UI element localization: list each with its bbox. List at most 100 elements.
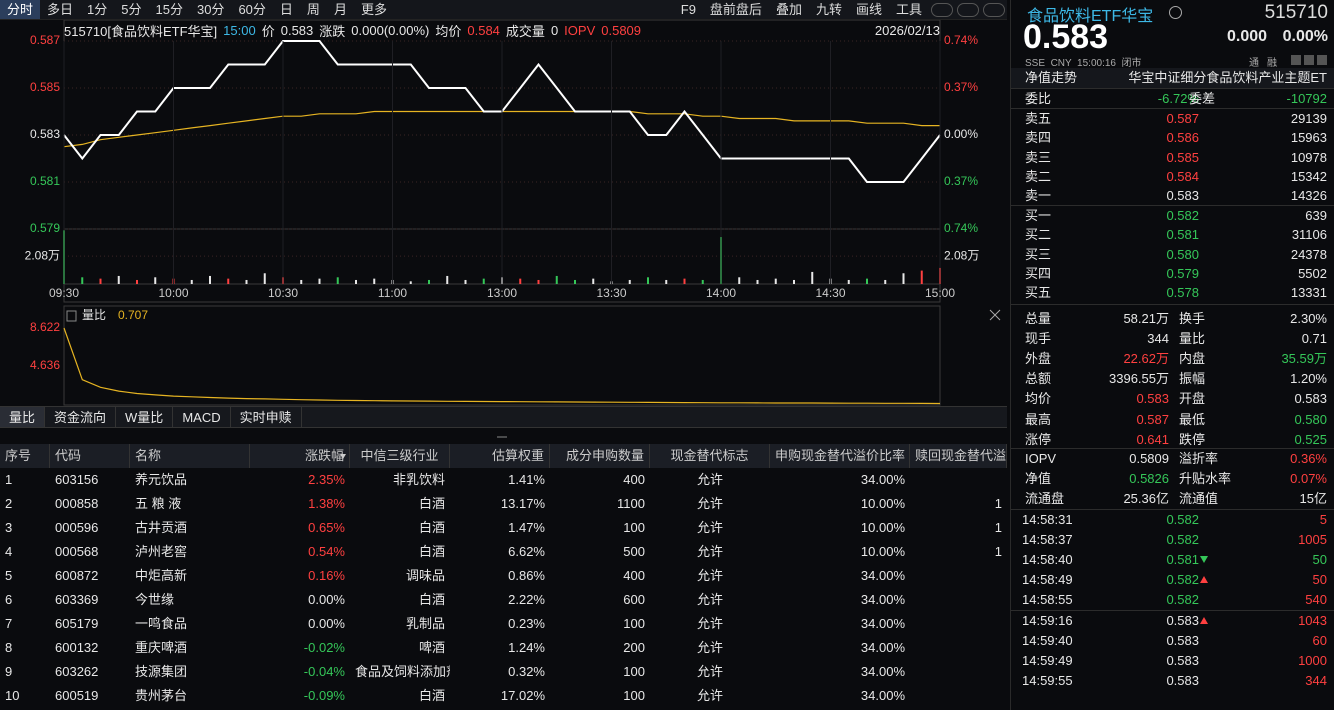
header-cell[interactable]: 代码 bbox=[50, 444, 130, 468]
table-cell: 5 bbox=[5, 568, 13, 583]
stat-row-cell: 升贴水率 bbox=[1179, 470, 1232, 486]
period-tab[interactable]: 月 bbox=[333, 2, 347, 17]
table-cell: 允许 bbox=[696, 520, 723, 535]
table-cell: 贵州茅台 bbox=[135, 688, 188, 703]
table-cell: 7 bbox=[5, 616, 13, 631]
table-row[interactable]: 3 000596 古井贡酒 0.65% 白酒 1.47% 100 允许 10.00% 1 bbox=[0, 516, 1007, 540]
tool-tab[interactable]: 画线 bbox=[855, 2, 882, 17]
header-cell[interactable]: 现金替代标志 bbox=[650, 444, 770, 468]
y2-tick-label: 0.74% bbox=[944, 221, 978, 235]
info-change: 0.000(0.00%) bbox=[351, 22, 430, 38]
period-tab[interactable]: 更多 bbox=[360, 2, 387, 17]
table-row[interactable]: 1 603156 养元饮品 2.35% 非乳饮料 1.41% 400 允许 34.00% bbox=[0, 468, 1007, 492]
period-tab[interactable]: 分时 bbox=[0, 0, 41, 19]
table-row[interactable]: 2 000858 五 粮 液 1.38% 白酒 13.17% 1100 允许 10.00% 1 bbox=[0, 492, 1007, 516]
info-icon[interactable] bbox=[1169, 6, 1182, 19]
tool-tab[interactable]: 九转 bbox=[815, 2, 842, 17]
table-cell: 2.35% bbox=[308, 472, 345, 487]
header-cell[interactable]: 估算权重 bbox=[450, 444, 550, 468]
tool-icon[interactable] bbox=[1304, 55, 1314, 65]
table-row[interactable]: 10 600519 贵州茅台 -0.09% 白酒 17.02% 100 允许 34.00% bbox=[0, 684, 1007, 708]
table-cell: 0.32% bbox=[508, 664, 545, 679]
separator bbox=[1011, 448, 1334, 449]
tool-tab[interactable]: 盘前盘后 bbox=[709, 2, 762, 17]
table-cell: -0.09% bbox=[303, 688, 345, 703]
period-tab[interactable]: 5分 bbox=[121, 2, 142, 17]
table-row[interactable]: 9 603262 技源集团 -0.04% 食品及饲料添加剂 0.32% 100 允许 34.00… bbox=[0, 660, 1007, 684]
stat-row: 外盘 22.62万 内盘 35.59万 bbox=[1011, 349, 1334, 369]
table-cell: 603156 bbox=[55, 472, 99, 487]
volume-bar bbox=[409, 281, 412, 284]
volume-bar bbox=[683, 278, 686, 284]
header-cell[interactable]: 赎回现金替代溢 bbox=[910, 444, 1007, 468]
tick-row-cell: 0.583 bbox=[1166, 653, 1199, 668]
table-row[interactable]: 8 600132 重庆啤酒 -0.02% 啤酒 1.24% 200 允许 34.00% bbox=[0, 636, 1007, 660]
indicator-tab[interactable]: 量比 bbox=[0, 407, 46, 427]
tick-row-cell: 344 bbox=[1305, 673, 1327, 688]
period-tab[interactable]: 30分 bbox=[196, 2, 225, 17]
tool-tab[interactable]: 叠加 bbox=[775, 2, 802, 17]
volume-bar bbox=[884, 279, 887, 284]
tool-icon[interactable] bbox=[1317, 55, 1327, 65]
table-cell: 34.00% bbox=[860, 664, 905, 679]
period-tab[interactable]: 多日 bbox=[47, 2, 74, 17]
tick-row-cell: 60 bbox=[1312, 633, 1327, 648]
indicator-tab[interactable]: MACD bbox=[173, 407, 231, 427]
period-tab[interactable]: 1分 bbox=[87, 2, 108, 17]
tag: 融 bbox=[1267, 58, 1277, 69]
sort-icon bbox=[340, 454, 346, 459]
header-cell[interactable]: 申购现金替代溢价比率 bbox=[770, 444, 910, 468]
table-cell: 0.23% bbox=[508, 616, 545, 631]
period-tab[interactable]: 15分 bbox=[155, 2, 183, 17]
table-cell: -0.04% bbox=[303, 664, 345, 679]
x-tick-label: 11:00 bbox=[378, 286, 407, 300]
ratio-row-cell: -6.72% bbox=[1157, 91, 1199, 106]
table-cell: 白酒 bbox=[418, 496, 445, 511]
help-icon bbox=[66, 310, 77, 322]
period-tab[interactable]: 周 bbox=[306, 2, 320, 17]
header-cell[interactable]: 中信三级行业 bbox=[350, 444, 450, 468]
nav-row-cell: 华宝中证细分食品饮料产业主题ET bbox=[1128, 70, 1327, 85]
nav-row-cell: 净值走势 bbox=[1025, 70, 1078, 85]
table-cell: 10.00% bbox=[860, 520, 905, 535]
header-cell[interactable]: 涨跌幅 bbox=[250, 444, 350, 468]
tool-tab[interactable]: F9 bbox=[680, 2, 696, 17]
stat-row: 总额 3396.55万 振幅 1.20% bbox=[1011, 369, 1334, 389]
table-cell: 今世缘 bbox=[135, 592, 175, 607]
y-tick-label-right: 2.08万 bbox=[944, 248, 979, 262]
indicator-tab[interactable]: W量比 bbox=[116, 407, 174, 427]
volume-bar bbox=[373, 278, 376, 284]
stat-row: IOPV 0.5809 溢折率 0.36% bbox=[1011, 449, 1334, 469]
collapse-icon[interactable] bbox=[497, 433, 507, 438]
order-level-cell: 0.579 bbox=[1166, 265, 1199, 281]
next-icon[interactable] bbox=[983, 3, 1005, 17]
table-row[interactable]: 7 605179 一鸣食品 0.00% 乳制品 0.23% 100 允许 34.00% bbox=[0, 612, 1007, 636]
order-level-cell: 卖二 bbox=[1025, 168, 1052, 184]
table-cell: 2 bbox=[5, 496, 13, 511]
indicator-tab[interactable]: 资金流向 bbox=[45, 407, 117, 427]
table-cell: 非乳饮料 bbox=[392, 472, 445, 487]
stat-row-cell: 总量 bbox=[1025, 311, 1052, 326]
indicator-tab[interactable]: 实时申赎 bbox=[231, 407, 302, 427]
table-cell: 600519 bbox=[55, 688, 99, 703]
table-cell: 白酒 bbox=[418, 520, 445, 535]
header-cell[interactable]: 序号 bbox=[0, 444, 50, 468]
period-tabs: 分时 多日 1分 5分 15分 30分 60分日周月更多 bbox=[0, 0, 394, 19]
tool-tab[interactable]: 工具 bbox=[895, 2, 922, 17]
tick-row-cell: 14:58:37 bbox=[1022, 532, 1073, 547]
period-tab[interactable]: 60分 bbox=[238, 2, 266, 17]
y-tick-label: 2.08万 bbox=[25, 248, 60, 262]
tool-icon[interactable] bbox=[1291, 55, 1301, 65]
nav-row: 净值走势 华宝中证细分食品饮料产业主题ET bbox=[1011, 68, 1334, 88]
period-tab[interactable]: 日 bbox=[279, 2, 293, 17]
table-cell: 0.86% bbox=[508, 568, 545, 583]
table-row[interactable]: 6 603369 今世缘 0.00% 白酒 2.22% 600 允许 34.00% bbox=[0, 588, 1007, 612]
gear-icon[interactable] bbox=[931, 3, 953, 17]
arrow-up bbox=[1200, 576, 1208, 583]
order-level-cell: 24378 bbox=[1290, 246, 1327, 262]
help-icon[interactable] bbox=[957, 3, 979, 17]
header-cell[interactable]: 名称 bbox=[130, 444, 250, 468]
header-cell[interactable]: 成分申购数量 bbox=[550, 444, 650, 468]
table-row[interactable]: 5 600872 中炬高新 0.16% 调味品 0.86% 400 允许 34.00% bbox=[0, 564, 1007, 588]
table-row[interactable]: 4 000568 泸州老窖 0.54% 白酒 6.62% 500 允许 10.00% 1 bbox=[0, 540, 1007, 564]
